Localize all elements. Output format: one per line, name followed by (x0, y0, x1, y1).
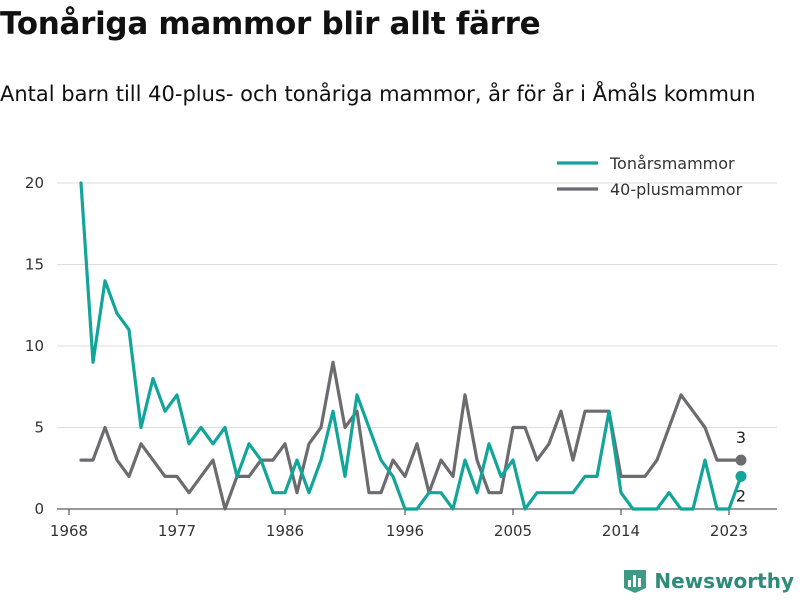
x-tick-label: 1986 (266, 522, 304, 540)
y-tick-label: 20 (25, 174, 44, 192)
end-point-marker (735, 470, 747, 482)
x-tick-label: 2023 (710, 522, 748, 540)
chart-subtitle: Antal barn till 40-plus- och tonåriga ma… (0, 82, 756, 106)
x-tick-label: 2014 (602, 522, 640, 540)
brand-name: Newsworthy (654, 569, 794, 593)
y-tick-label: 10 (25, 337, 44, 355)
end-value-label: 2 (736, 486, 746, 505)
legend-label: 40-plusmammor (610, 180, 743, 199)
newsworthy-logo: Newsworthy (622, 568, 794, 594)
y-tick-label: 15 (25, 256, 44, 274)
chart-title: Tonåriga mammor blir allt färre (0, 6, 541, 42)
series-line-tonarsmammor (79, 181, 743, 511)
x-tick-label: 2005 (494, 522, 532, 540)
end-point-marker (735, 454, 747, 466)
x-tick-label: 1968 (50, 522, 88, 540)
newsworthy-icon (624, 570, 647, 593)
x-tick-label: 1996 (386, 522, 424, 540)
legend-label: Tonårsmammor (609, 154, 735, 173)
x-tick-label: 1977 (158, 522, 196, 540)
y-tick-label: 0 (34, 500, 44, 518)
end-value-label: 3 (736, 428, 746, 447)
y-tick-label: 5 (34, 419, 44, 437)
series-line-fortyplusmammor (79, 360, 743, 511)
